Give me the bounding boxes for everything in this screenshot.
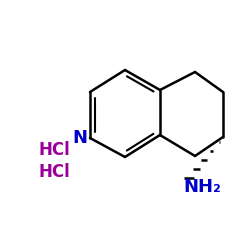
Text: HCl: HCl [38,163,70,181]
Text: NH₂: NH₂ [183,178,221,196]
Text: HCl: HCl [38,141,70,159]
Text: N: N [72,129,88,147]
